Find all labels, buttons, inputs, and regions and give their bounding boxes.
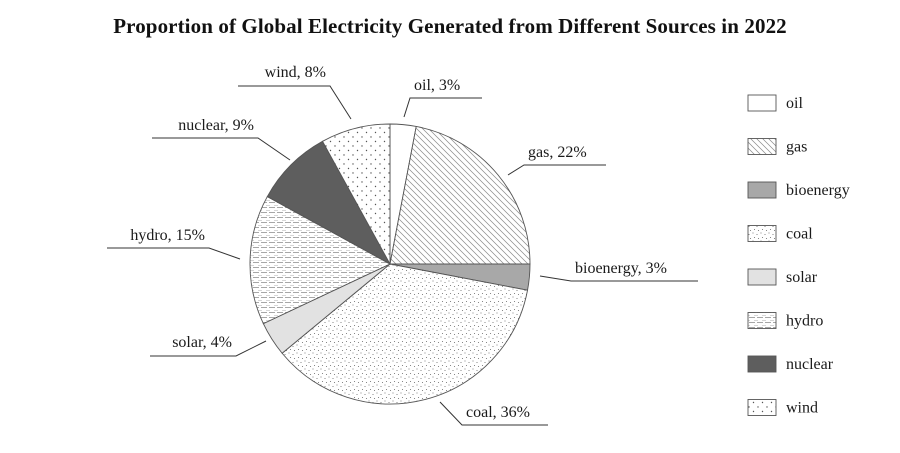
leader-line-nuclear xyxy=(152,137,291,161)
legend-swatch-bioenergy xyxy=(747,181,777,199)
pie-slice-coal xyxy=(281,263,529,405)
legend-label-wind: wind xyxy=(786,400,818,417)
leader-line-wind xyxy=(238,85,352,120)
leader-line-hydro xyxy=(107,247,241,260)
legend-swatch-solar xyxy=(747,268,777,286)
legend-swatch-hydro xyxy=(747,312,777,329)
pie-slice-wind xyxy=(321,123,391,265)
pie-slice-hydro xyxy=(249,195,391,325)
legend-label-hydro: hydro xyxy=(786,313,823,330)
legend-swatch-nuclear xyxy=(747,355,777,373)
legend-label-coal: coal xyxy=(786,226,813,243)
slice-label-wind: wind, 8% xyxy=(265,64,326,81)
slice-label-nuclear: nuclear, 9% xyxy=(178,117,254,134)
legend-label-solar: solar xyxy=(786,269,818,286)
chart-title: Proportion of Global Electricity Generat… xyxy=(113,14,787,38)
pie-slice-nuclear xyxy=(266,140,392,266)
leader-line-oil xyxy=(403,97,482,118)
legend-swatch-coal xyxy=(747,225,777,242)
legend-label-bioenergy: bioenergy xyxy=(786,182,850,199)
legend-label-oil: oil xyxy=(786,95,803,112)
slice-label-bioenergy: bioenergy, 3% xyxy=(575,260,667,277)
legend-swatch-wind xyxy=(747,399,777,416)
legend-label-gas: gas xyxy=(786,139,807,156)
leader-line-coal xyxy=(439,401,548,426)
slice-label-solar: solar, 4% xyxy=(172,334,232,351)
legend-label-nuclear: nuclear xyxy=(786,356,834,373)
slice-label-gas: gas, 22% xyxy=(528,144,587,161)
legend-swatch-gas xyxy=(747,138,777,155)
leader-line-gas xyxy=(507,164,606,176)
slice-label-hydro: hydro, 15% xyxy=(130,227,205,244)
leader-line-bioenergy xyxy=(539,275,698,282)
slice-label-oil: oil, 3% xyxy=(414,77,460,94)
legend-swatch-oil xyxy=(747,94,777,112)
slice-label-coal: coal, 36% xyxy=(466,404,530,421)
leader-line-solar xyxy=(150,340,267,357)
pie-slice-gas xyxy=(389,125,531,265)
